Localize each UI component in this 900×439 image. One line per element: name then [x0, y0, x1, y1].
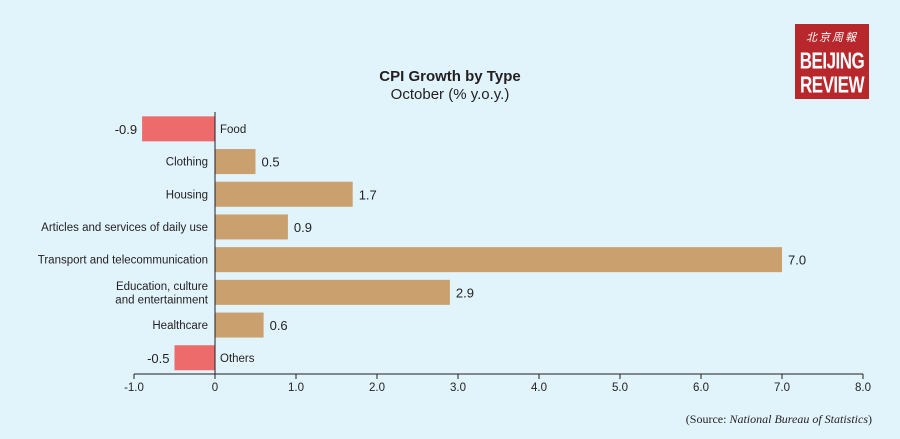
- x-tick-label-2: 1.0: [288, 382, 304, 394]
- bar-3: [215, 214, 288, 240]
- category-label-line: Transport and telecommunication: [38, 255, 208, 267]
- x-tick-label-8: 7.0: [774, 382, 790, 394]
- value-label-2: 1.7: [359, 187, 377, 202]
- source-suffix: ): [868, 412, 872, 426]
- source-prefix: (Source:: [685, 412, 730, 426]
- bar-2: [215, 181, 353, 207]
- category-label-7: Others: [220, 353, 255, 365]
- category-label-line: Housing: [166, 189, 208, 201]
- source-name: National Bureau of Statistics: [729, 412, 868, 426]
- category-label-line: Education, culture: [116, 281, 208, 293]
- category-label-5: Education, culture and entertainment: [115, 281, 209, 307]
- value-label-5: 2.9: [456, 285, 474, 300]
- category-label-0: Food: [220, 124, 246, 136]
- value-label-4: 7.0: [788, 253, 806, 268]
- bar-7: [174, 345, 215, 371]
- value-label-0: -0.9: [115, 122, 137, 137]
- bar-4: [215, 247, 782, 273]
- logo-line2: REVIEW: [799, 72, 865, 99]
- logo-chinese-text: 北京周報: [806, 31, 858, 44]
- category-label-4: Transport and telecommunication: [38, 255, 208, 267]
- category-label-1: Clothing: [166, 157, 208, 169]
- bar-0: [142, 116, 215, 142]
- category-label-6: Healthcare: [152, 320, 208, 332]
- category-label-line: Articles and services of daily use: [41, 222, 208, 234]
- chart-title: CPI Growth by Type: [379, 68, 521, 85]
- value-label-6: 0.6: [270, 318, 288, 333]
- source-note: (Source: National Bureau of Statistics): [686, 412, 872, 427]
- category-label-line: Healthcare: [152, 320, 208, 332]
- x-tick-label-4: 3.0: [450, 382, 466, 394]
- x-tick-label-6: 5.0: [612, 382, 628, 394]
- logo-line1: BEIJING: [799, 48, 865, 75]
- bar-5: [215, 279, 450, 305]
- x-tick-label-9: 8.0: [855, 382, 871, 394]
- value-label-1: 0.5: [262, 155, 280, 170]
- x-tick-label-5: 4.0: [531, 382, 547, 394]
- chart-subtitle: October (% y.o.y.): [390, 86, 510, 103]
- x-tick-label-3: 2.0: [369, 382, 385, 394]
- bar-6: [215, 312, 264, 338]
- category-label-line: and entertainment: [115, 294, 209, 306]
- beijing-review-logo: 北京周報 BEIJING REVIEW: [795, 24, 869, 99]
- x-tick-label-7: 6.0: [693, 382, 709, 394]
- category-label-2: Housing: [166, 189, 208, 201]
- value-label-7: -0.5: [147, 351, 169, 366]
- x-tick-label-1: 0: [212, 382, 218, 394]
- bar-1: [215, 149, 256, 175]
- category-label-line: Food: [220, 124, 246, 136]
- x-tick-label-0: -1.0: [124, 382, 144, 394]
- category-label-3: Articles and services of daily use: [41, 222, 208, 234]
- value-label-3: 0.9: [294, 220, 312, 235]
- category-label-line: Clothing: [166, 157, 208, 169]
- category-label-line: Others: [220, 353, 255, 365]
